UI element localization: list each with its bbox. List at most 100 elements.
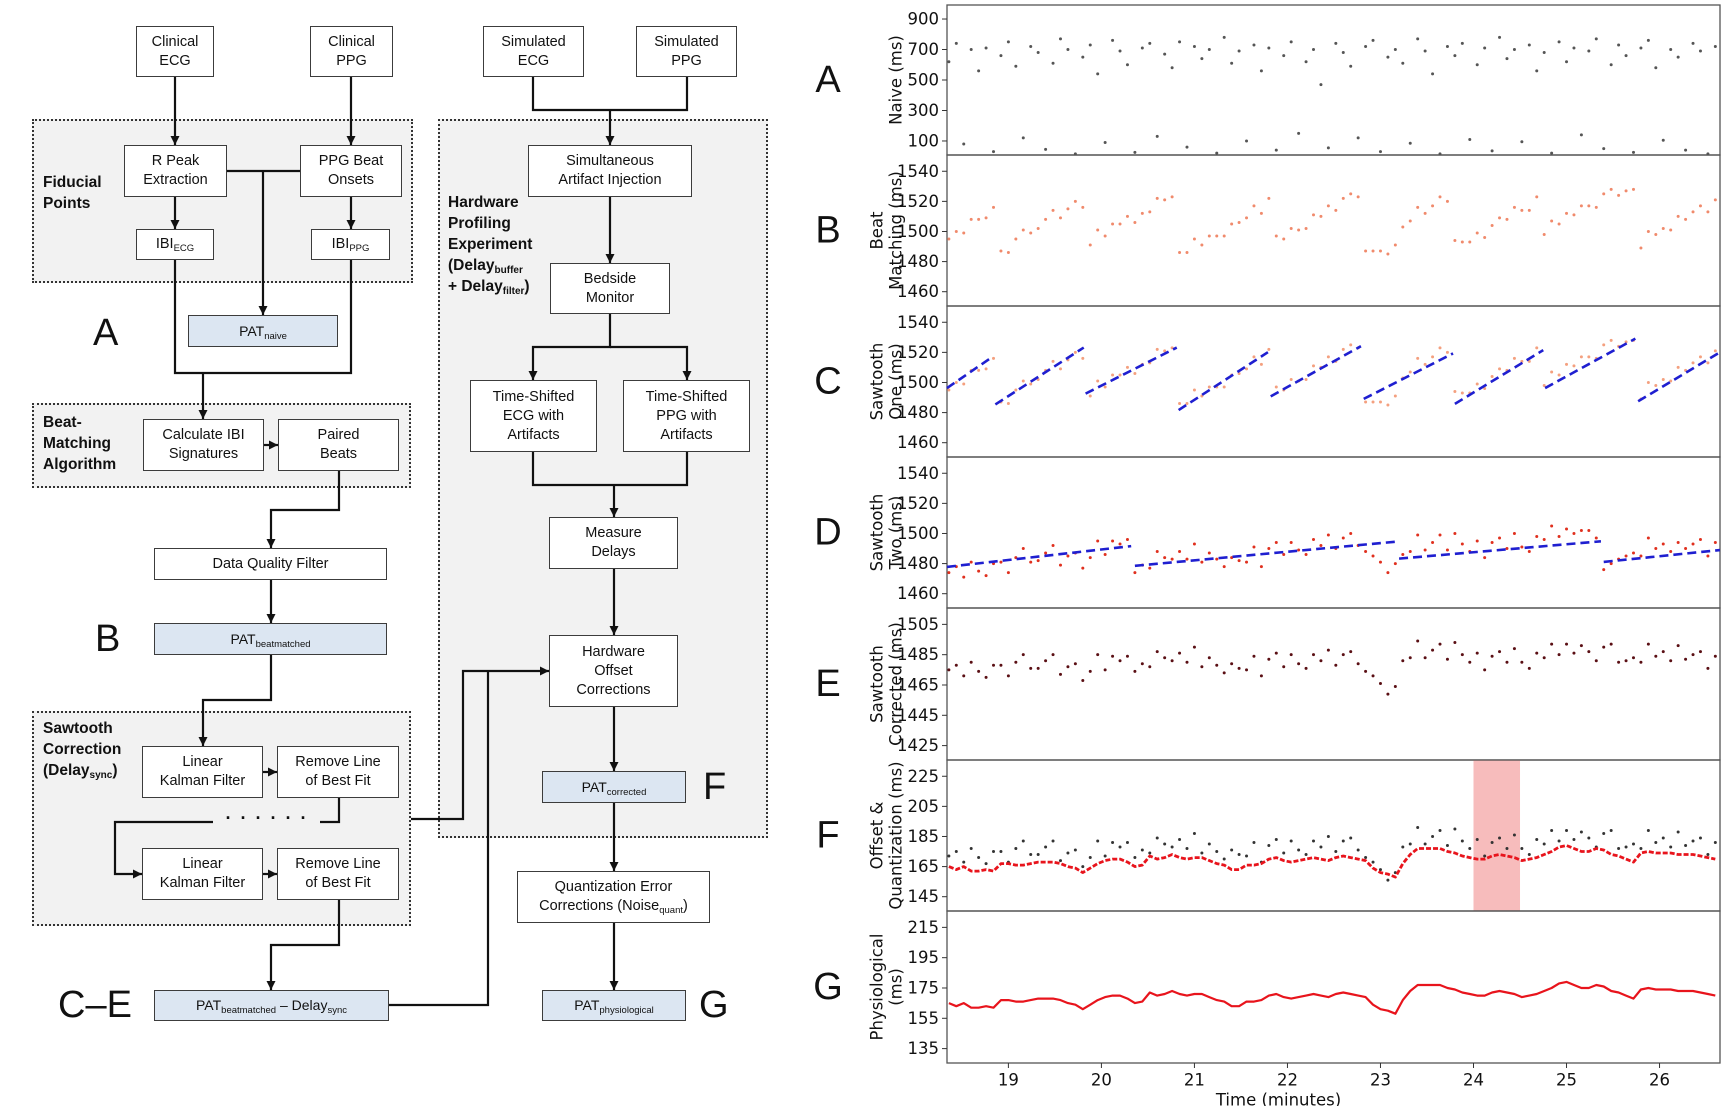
data-point (1393, 48, 1397, 52)
data-point (992, 850, 996, 854)
data-point (1111, 373, 1115, 377)
hardware-profiling-label: Hardware Profiling Experiment (Delaybuff… (448, 194, 533, 297)
data-point (984, 862, 988, 866)
data-point (1341, 839, 1345, 843)
node-label: PATphysiological (574, 997, 654, 1016)
data-point (1408, 219, 1412, 223)
data-point (1378, 681, 1382, 685)
data-point (1274, 385, 1278, 389)
data-point (1684, 657, 1688, 661)
data-point (1036, 51, 1040, 55)
data-point (1170, 195, 1174, 199)
data-point (1490, 541, 1494, 545)
arrow-remove2-to-pat-minus-sync (266, 900, 341, 990)
data-point (1356, 136, 1360, 140)
data-point (1118, 373, 1122, 377)
data-point (1215, 663, 1219, 667)
panel-letter: C (814, 361, 841, 403)
data-point (1572, 364, 1576, 368)
data-point (1713, 841, 1717, 845)
data-point (1557, 40, 1561, 44)
data-point (1713, 541, 1717, 545)
data-point (992, 356, 996, 360)
data-point (984, 675, 988, 679)
data-point (1378, 560, 1382, 564)
data-point (1483, 236, 1487, 240)
data-point (1498, 836, 1502, 840)
data-point (1453, 531, 1457, 535)
data-point (1148, 566, 1152, 570)
data-point (1490, 149, 1494, 153)
data-point (1431, 648, 1435, 652)
data-point (1520, 545, 1524, 549)
data-point (1475, 651, 1479, 655)
data-point (1676, 365, 1680, 369)
data-point (1587, 49, 1591, 53)
data-point (1304, 377, 1308, 381)
data-point (1542, 842, 1546, 846)
data-point (1297, 662, 1301, 666)
data-point (992, 663, 996, 667)
data-point (1512, 647, 1516, 651)
data-point (1297, 848, 1301, 852)
data-point (1140, 211, 1144, 215)
data-point (1326, 834, 1330, 838)
node-label: Linear (182, 856, 223, 872)
data-point (1617, 660, 1621, 664)
data-point (1029, 853, 1033, 857)
data-point (1125, 214, 1129, 218)
data-point (1565, 527, 1569, 531)
data-point (1140, 46, 1144, 50)
data-point (1654, 841, 1658, 845)
data-point (1609, 828, 1613, 832)
data-point (1103, 141, 1107, 144)
data-point (1349, 192, 1353, 196)
data-point (1252, 545, 1256, 549)
data-point (1542, 51, 1546, 55)
panel-letter-c-e: C–E (58, 984, 132, 1026)
data-point (999, 850, 1003, 854)
x-tick-label: 21 (1184, 1071, 1205, 1090)
data-point (1475, 63, 1479, 67)
data-point (1118, 659, 1122, 663)
data-point (1222, 857, 1226, 861)
y-tick-label: 1500 (897, 222, 939, 241)
fit-line-segment (994, 346, 1085, 406)
y-tick-label: 700 (908, 40, 940, 59)
data-point (1312, 538, 1316, 542)
node-label: Corrections (576, 681, 651, 698)
data-point (1520, 208, 1524, 212)
x-tick-label: 19 (998, 1071, 1019, 1090)
data-point (1282, 237, 1286, 241)
data-point (1148, 665, 1152, 669)
data-point (1475, 231, 1479, 235)
panel-frame (946, 305, 1721, 458)
node-label: of Best Fit (305, 773, 371, 789)
data-point (1006, 674, 1010, 678)
data-point (984, 216, 988, 220)
data-point (1245, 668, 1249, 672)
data-point (1438, 533, 1442, 537)
data-point (1550, 642, 1554, 646)
y-tick-label: 145 (908, 887, 940, 906)
data-point (1431, 204, 1435, 208)
data-point (1051, 653, 1055, 657)
data-point (1155, 650, 1159, 654)
panel-letter-a: A (93, 312, 119, 354)
data-point (1289, 40, 1293, 44)
panel-frame (946, 154, 1721, 307)
data-point (1118, 49, 1122, 53)
data-point (1713, 44, 1717, 48)
panel-letter-b: B (95, 618, 121, 660)
data-point (1356, 662, 1360, 666)
data-point (1594, 205, 1598, 209)
data-point (1118, 845, 1122, 849)
y-tick-label: 300 (908, 101, 940, 120)
data-point (1282, 665, 1286, 669)
data-point (1282, 851, 1286, 855)
data-point (1051, 359, 1055, 363)
data-point (1088, 856, 1092, 860)
data-point (1096, 72, 1100, 76)
measure-delays-node: Measure Delays (549, 517, 678, 569)
data-point (1550, 828, 1554, 832)
